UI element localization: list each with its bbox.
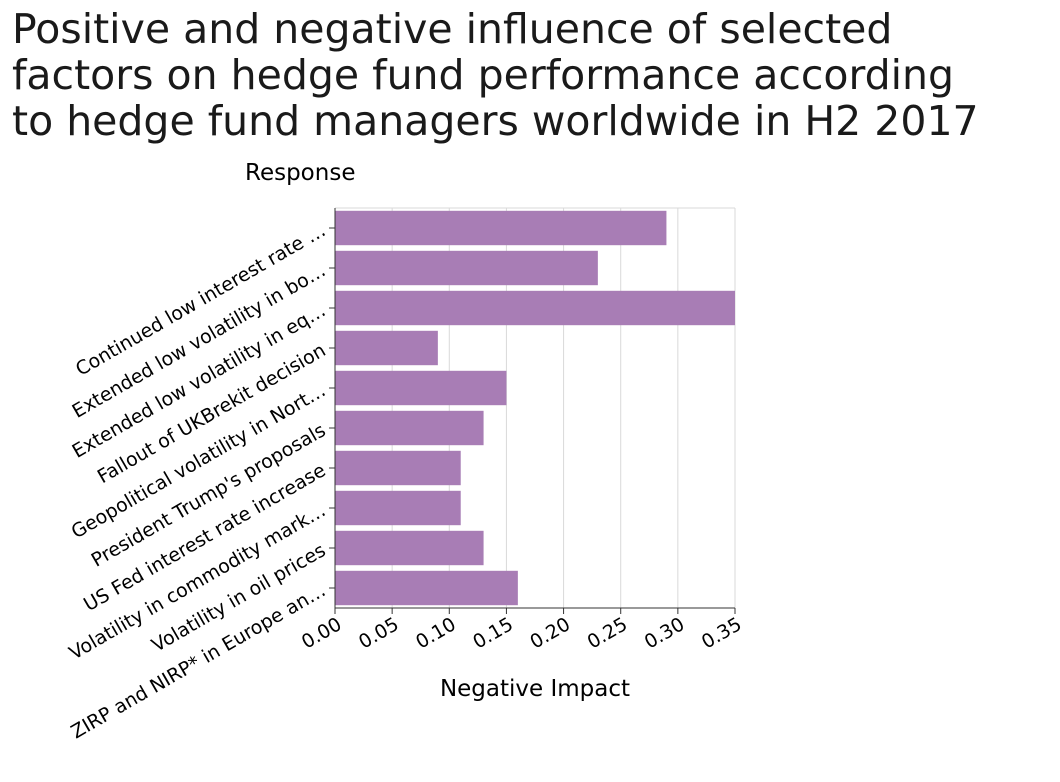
chart-title-line-2: factors on hedge fund performance accord… bbox=[12, 51, 955, 99]
x-tick-label: 0.00 bbox=[298, 613, 346, 653]
x-tick-label: 0.30 bbox=[641, 613, 689, 653]
x-axis-title: Negative Impact bbox=[440, 676, 630, 702]
y-axis-title: Response bbox=[245, 160, 355, 186]
chart-title-line-1: Positive and negative influence of selec… bbox=[12, 5, 893, 53]
bar bbox=[335, 570, 518, 606]
x-tick-label: 0.20 bbox=[526, 613, 574, 653]
x-tick-label: 0.25 bbox=[584, 613, 632, 653]
bar bbox=[335, 410, 484, 446]
bar bbox=[335, 210, 667, 246]
bar bbox=[335, 490, 461, 526]
category-labels: Continued low interest rate …Extended lo… bbox=[65, 219, 329, 743]
chart-title: Positive and negative influence of selec… bbox=[12, 6, 1052, 144]
x-tick-label: 0.10 bbox=[412, 613, 460, 653]
bar bbox=[335, 250, 598, 286]
x-tick-label: 0.35 bbox=[698, 613, 746, 653]
bar bbox=[335, 530, 484, 566]
bars bbox=[335, 210, 735, 606]
x-tick-labels: 0.00 0.05 0.10 0.15 0.20 0.25 0.30 0.35 bbox=[298, 613, 746, 653]
bar bbox=[335, 450, 461, 486]
axes bbox=[329, 208, 736, 614]
x-tick-label: 0.05 bbox=[355, 613, 403, 653]
bar bbox=[335, 370, 507, 406]
bar bbox=[335, 330, 438, 366]
chart-title-line-3: to hedge fund managers worldwide in H2 2… bbox=[12, 97, 979, 145]
bar bbox=[335, 290, 735, 326]
x-tick-label: 0.15 bbox=[469, 613, 517, 653]
